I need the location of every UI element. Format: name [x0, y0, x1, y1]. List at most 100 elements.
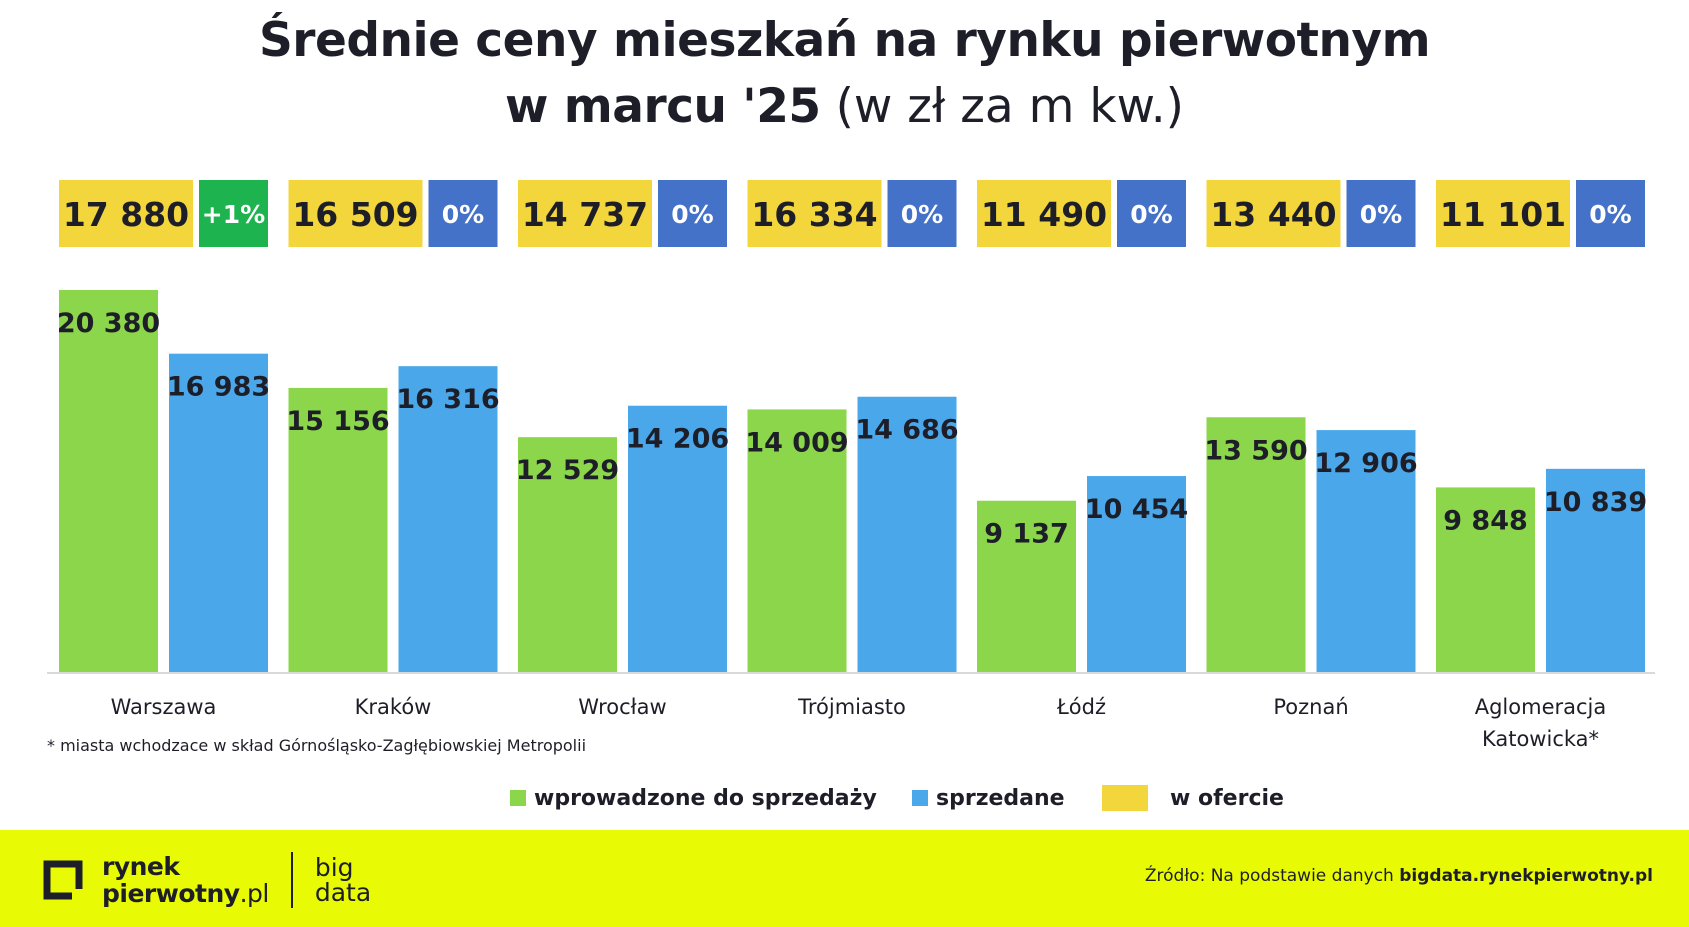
- change-badge: [1346, 180, 1416, 247]
- rynek-pierwotny-logo-icon: [43, 860, 84, 901]
- data-label-introduced: 9 848: [1443, 505, 1528, 536]
- change-badge-label: 0%: [901, 200, 943, 229]
- change-badge: [428, 180, 498, 247]
- offer-value-label: 17 880: [63, 195, 189, 234]
- change-badge-label: +1%: [202, 200, 265, 229]
- legend-swatch-introduced: [510, 790, 526, 806]
- change-badge: [887, 180, 957, 247]
- logo-divider: [290, 852, 293, 908]
- data-label-sold: 10 454: [1085, 494, 1188, 525]
- change-badge: [199, 180, 268, 247]
- bar-sold: [1546, 468, 1645, 672]
- data-label-introduced: 14 009: [745, 427, 848, 458]
- legend-label-sold: sprzedane: [936, 785, 1065, 811]
- logo-line-2-bold: pierwotny: [102, 879, 240, 908]
- logo-line-2-light: .pl: [239, 879, 270, 908]
- category-label: Wrocław: [578, 695, 666, 719]
- source-prefix: Źródło: Na podstawie danych: [1144, 866, 1394, 886]
- offer-value-box: [518, 180, 652, 247]
- data-label-introduced: 15 156: [286, 406, 389, 437]
- logo-line-1: rynek: [102, 852, 180, 881]
- data-label-introduced: 13 590: [1204, 435, 1307, 466]
- offer-value-box: [747, 180, 882, 247]
- bar-sold: [1316, 430, 1416, 672]
- bar-sold: [398, 366, 498, 672]
- change-badge-label: 0%: [1589, 200, 1631, 229]
- legend: wprowadzone do sprzedaży sprzedane w ofe…: [0, 778, 1689, 818]
- change-badge-label: 0%: [1130, 200, 1172, 229]
- offer-value-box: [59, 180, 193, 247]
- chart-title: Średnie ceny mieszkań na rynku pierwotny…: [0, 8, 1689, 140]
- category-label: Warszawa: [111, 695, 217, 719]
- logo-wordmark: rynek pierwotny.pl: [102, 853, 269, 907]
- bar-introduced: [59, 290, 158, 672]
- data-label-introduced: 9 137: [984, 519, 1069, 550]
- offer-value-label: 14 737: [522, 195, 648, 234]
- data-label-sold: 12 906: [1314, 448, 1417, 479]
- data-label-sold: 14 206: [626, 424, 729, 455]
- legend-label-introduced: wprowadzone do sprzedaży: [534, 785, 877, 811]
- bar-sold: [169, 353, 268, 672]
- title-line-1: Średnie ceny mieszkań na rynku pierwotny…: [258, 13, 1431, 68]
- bar-introduced: [977, 500, 1076, 672]
- source-link[interactable]: bigdata.rynekpierwotny.pl: [1399, 866, 1653, 886]
- bar-introduced: [1436, 487, 1535, 672]
- legend-item-sold: sprzedane: [912, 778, 1065, 818]
- category-label: Poznań: [1273, 695, 1348, 719]
- category-label: Trójmiasto: [797, 695, 906, 719]
- legend-item-offer: w ofercie: [1102, 778, 1284, 818]
- data-label-sold: 14 686: [855, 415, 958, 446]
- category-label: Aglomeracja: [1475, 695, 1607, 719]
- bar-group-3: 14 009 14 686 16 334 0% Trójmiasto: [745, 180, 959, 719]
- footer: rynek pierwotny.pl big data Źródło: Na p…: [0, 830, 1689, 927]
- change-badge-label: 0%: [671, 200, 713, 229]
- bar-introduced: [747, 409, 847, 672]
- change-badge-label: 0%: [442, 200, 484, 229]
- data-label-introduced: 12 529: [516, 455, 619, 486]
- change-badge: [658, 180, 727, 247]
- bar-sold: [857, 396, 957, 672]
- category-label: Łódź: [1056, 695, 1106, 719]
- change-badge: [1576, 180, 1645, 247]
- category-label: Kraków: [355, 695, 432, 719]
- logo-line-2: pierwotny.pl: [102, 880, 269, 907]
- bigdata-line-2: data: [314, 878, 372, 907]
- bar-group-4: 9 137 10 454 11 490 0% Łódź: [977, 180, 1188, 719]
- brand-logo[interactable]: rynek pierwotny.pl big data: [42, 852, 371, 908]
- bar-sold: [628, 405, 727, 672]
- offer-value-label: 11 490: [981, 195, 1107, 234]
- bar-group-0: 20 380 16 983 17 880 +1% Warszawa: [57, 180, 270, 719]
- change-badge: [1117, 180, 1186, 247]
- data-label-sold: 10 839: [1544, 487, 1647, 518]
- source-note: Źródło: Na podstawie danych bigdata.ryne…: [1145, 866, 1653, 886]
- offer-value-box: [1436, 180, 1570, 247]
- change-badge-label: 0%: [1360, 200, 1402, 229]
- category-label: Katowicka*: [1482, 727, 1599, 751]
- data-label-introduced: 20 380: [57, 308, 160, 339]
- bigdata-wordmark: big data: [315, 855, 371, 905]
- offer-value-box: [977, 180, 1111, 247]
- legend-swatch-offer: [1102, 785, 1148, 811]
- legend-swatch-sold: [912, 790, 928, 806]
- bar-introduced: [1206, 417, 1306, 672]
- title-line-2: w marcu '25 (w zł za m kw.): [0, 74, 1689, 140]
- bigdata-line-1: big: [314, 853, 354, 882]
- bar-introduced: [288, 387, 388, 672]
- legend-label-offer: w ofercie: [1170, 785, 1284, 811]
- offer-value-label: 16 334: [751, 195, 877, 234]
- offer-value-box: [1206, 180, 1341, 247]
- offer-value-label: 16 509: [292, 195, 418, 234]
- bar-introduced: [518, 437, 617, 672]
- footnote: * miasta wchodzace w skład Górnośląsko-Z…: [47, 736, 587, 755]
- legend-item-introduced: wprowadzone do sprzedaży: [510, 778, 877, 818]
- bar-group-5: 13 590 12 906 13 440 0% Poznań: [1204, 180, 1418, 719]
- offer-value-label: 11 101: [1440, 195, 1566, 234]
- bar-group-6: 9 848 10 839 11 101 0% Aglomeracja Katowicka*: [1436, 180, 1647, 751]
- offer-value-label: 13 440: [1210, 195, 1336, 234]
- title-unit: (w zł za m kw.): [835, 79, 1185, 134]
- offer-value-box: [288, 180, 423, 247]
- data-label-sold: 16 983: [167, 372, 270, 403]
